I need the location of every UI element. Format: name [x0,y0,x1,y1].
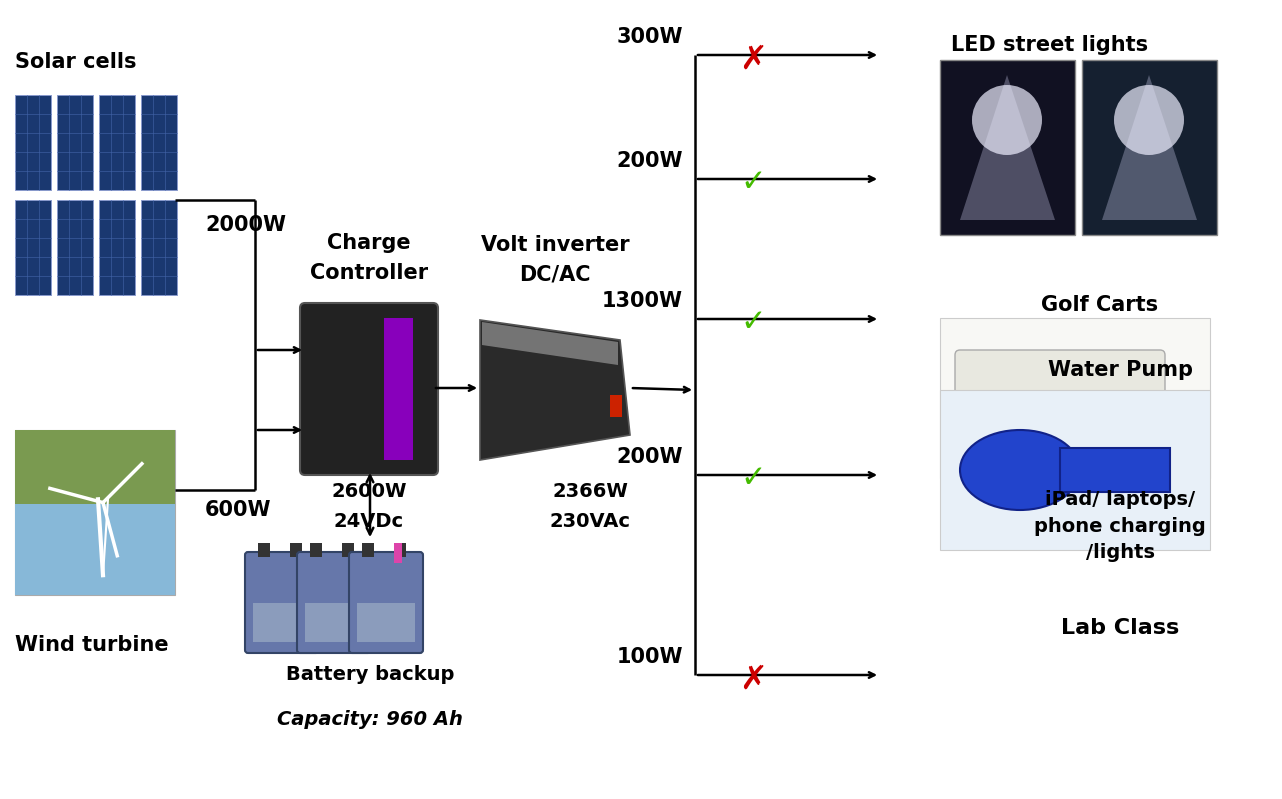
Polygon shape [479,320,629,460]
Text: 600W: 600W [205,500,272,520]
Text: 200W: 200W [617,447,683,467]
Text: iPad/ laptops/
phone charging
/lights: iPad/ laptops/ phone charging /lights [1035,490,1206,562]
Circle shape [1094,416,1126,448]
Text: Water Pump: Water Pump [1047,360,1192,380]
Bar [15,95,51,190]
FancyBboxPatch shape [349,552,423,653]
Polygon shape [482,322,618,365]
Text: ✗: ✗ [738,42,767,75]
Bar [290,543,303,557]
FancyBboxPatch shape [300,303,438,475]
Polygon shape [1103,75,1197,220]
Bar [141,95,177,190]
Bar [940,60,1076,235]
Bar [15,504,176,595]
Bar [940,390,1210,550]
Bar [940,318,1210,478]
Text: Battery backup: Battery backup [286,665,454,684]
Text: Volt inverter: Volt inverter [481,235,629,255]
Text: 230VAc: 230VAc [550,512,631,531]
Polygon shape [960,75,1055,220]
Text: 24VDc: 24VDc [333,512,404,531]
Circle shape [972,85,1042,155]
Circle shape [969,416,1001,448]
Text: ✓: ✓ [740,464,765,494]
Text: 300W: 300W [617,27,683,47]
Bar [15,430,176,595]
Bar [1082,60,1217,235]
Text: ✓: ✓ [740,308,765,337]
Bar [610,395,622,417]
Text: 200W: 200W [617,151,683,171]
Text: 1300W: 1300W [603,291,683,311]
Bar [15,200,51,295]
Bar [394,543,403,563]
Bar [99,200,135,295]
Bar [362,543,374,557]
Text: DC/AC: DC/AC [519,265,591,285]
Bar [56,95,94,190]
Text: Golf Carts: Golf Carts [1041,295,1159,315]
Bar [385,318,413,460]
Bar [305,602,363,642]
Text: ✗: ✗ [738,662,767,695]
Text: 2000W: 2000W [205,215,286,235]
Text: Charge: Charge [327,233,410,253]
Circle shape [1114,85,1185,155]
Ellipse shape [960,430,1079,510]
FancyBboxPatch shape [955,350,1165,430]
Bar [141,200,177,295]
Bar [56,200,94,295]
Text: Capacity: 960 Ah: Capacity: 960 Ah [277,710,463,729]
Text: 100W: 100W [617,647,683,667]
Text: 2366W: 2366W [553,482,628,501]
Text: Lab Class: Lab Class [1061,618,1179,638]
Text: Solar cells: Solar cells [15,52,136,72]
Text: Wind turbine: Wind turbine [15,635,169,655]
FancyBboxPatch shape [297,552,370,653]
Bar [310,543,322,557]
Bar [15,430,176,504]
Text: 2600W: 2600W [331,482,406,501]
Bar [258,543,271,557]
Bar [253,602,312,642]
Bar [342,543,354,557]
Bar [356,602,415,642]
Bar [1060,448,1170,492]
Bar [394,543,406,557]
Bar [99,95,135,190]
Text: Controller: Controller [310,263,428,283]
Text: ✓: ✓ [740,169,765,197]
Text: LED street lights: LED street lights [951,35,1149,55]
FancyBboxPatch shape [245,552,319,653]
